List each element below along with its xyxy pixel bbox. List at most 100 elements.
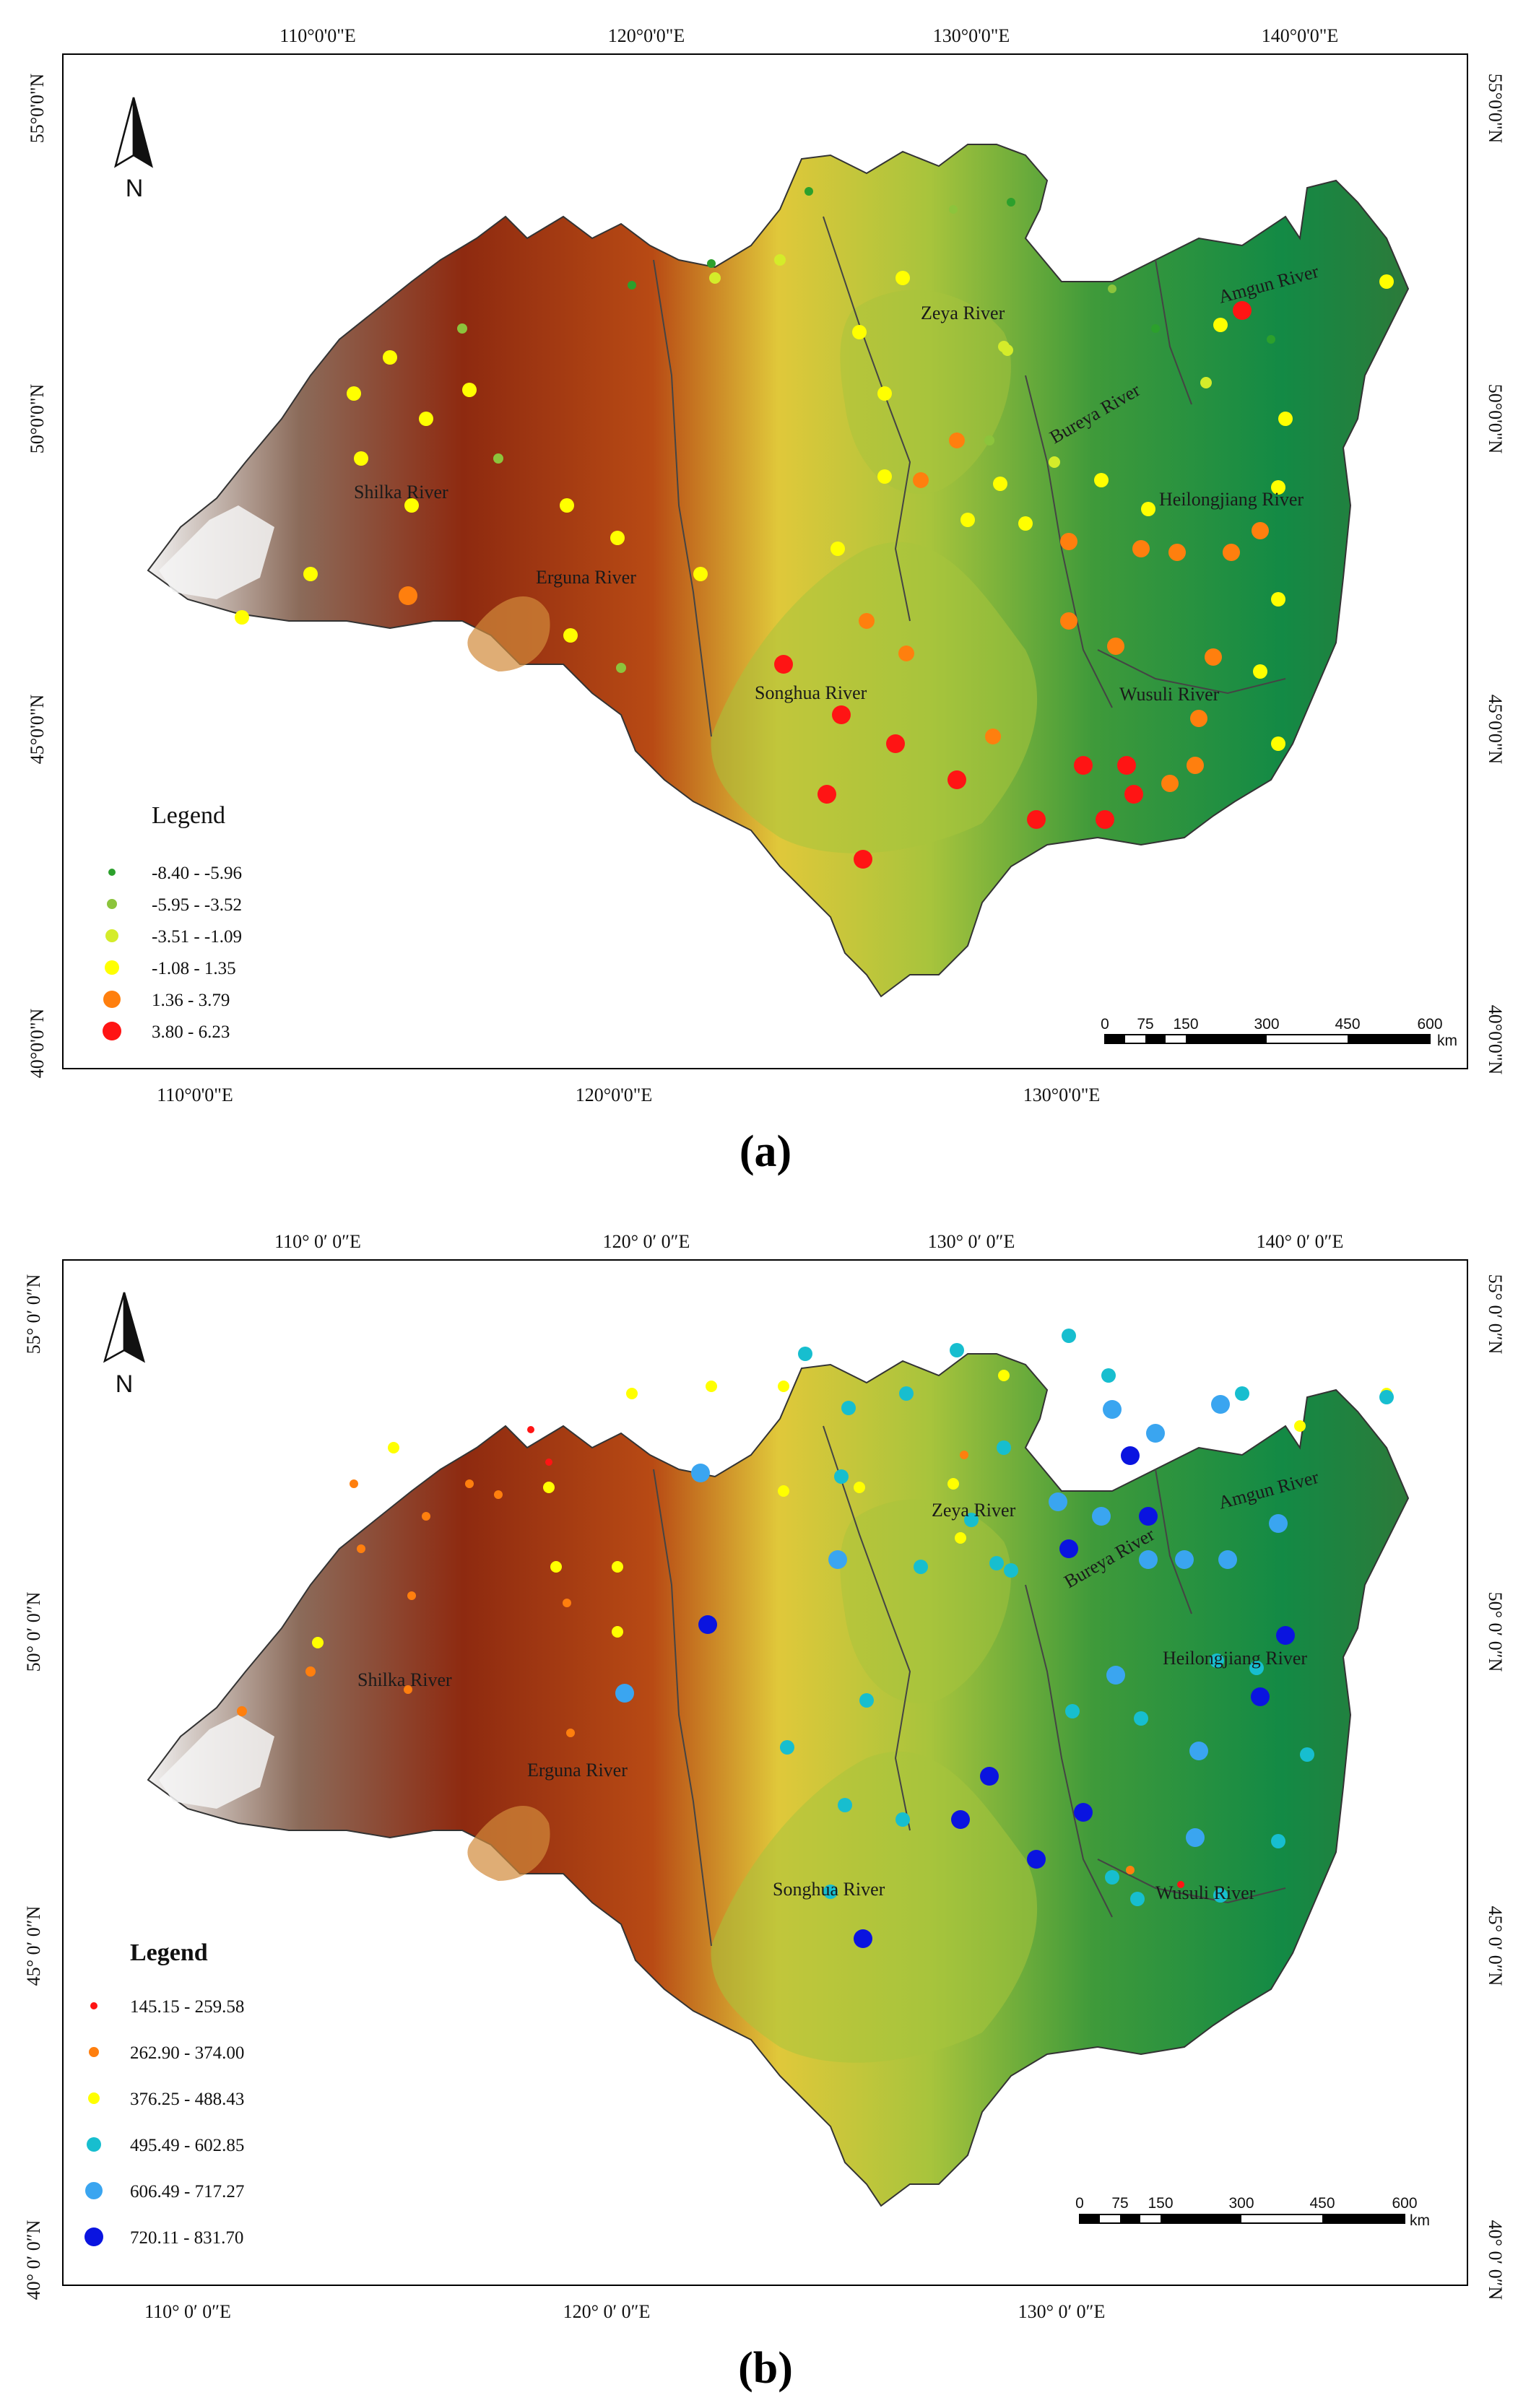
legend-title: Legend	[152, 802, 225, 829]
map-panel-a: 110°0'0"E 120°0'0"E 130°0'0"E 140°0'0"E …	[0, 0, 1531, 1126]
top-tick: 130°0'0"E	[933, 25, 1010, 46]
basin-terrain	[147, 144, 1410, 998]
river-label: Bureya River	[1061, 1524, 1158, 1592]
left-tick: 55° 0′ 0″N	[23, 1274, 44, 1354]
legend-swatch	[107, 899, 117, 909]
legend-title: Legend	[130, 1939, 208, 1966]
river-label: Wusuli River	[1119, 684, 1220, 705]
right-tick: 45° 0′ 0″N	[1485, 1906, 1506, 1986]
legend-swatch	[105, 960, 119, 975]
legend-swatch	[90, 2002, 97, 2009]
scale-label: 600	[1392, 2195, 1417, 2212]
top-tick: 120° 0′ 0″E	[603, 1231, 690, 1252]
legend-entry: -3.51 - -1.09	[152, 927, 242, 947]
left-tick: 50° 0′ 0″N	[23, 1591, 44, 1672]
legend-entry: 145.15 - 259.58	[130, 1997, 244, 2017]
legend-entry: 606.49 - 717.27	[130, 2182, 244, 2201]
scale-bar: 0 75 150 300 450 600 km	[1075, 2195, 1430, 2229]
legend-entry: 262.90 - 374.00	[130, 2043, 244, 2063]
river-label: Songhua River	[773, 1879, 885, 1900]
map-b-labels: 110° 0′ 0″E 120° 0′ 0″E 130° 0′ 0″E 140°…	[23, 1231, 1506, 2322]
scale-label: 300	[1254, 1016, 1279, 1033]
caption-b: (b)	[738, 2344, 793, 2393]
station-points	[237, 1329, 1394, 1948]
river-label: Bureya River	[1046, 379, 1144, 448]
basin-terrain	[147, 1353, 1410, 2207]
right-tick: 55°0'0"N	[1485, 74, 1506, 144]
legend-swatch	[103, 991, 121, 1008]
bottom-tick: 120°0'0"E	[576, 1085, 653, 1105]
legend-entry: 495.49 - 602.85	[130, 2136, 244, 2155]
right-tick: 45°0'0"N	[1485, 695, 1506, 765]
legend-swatch	[105, 929, 118, 942]
legend-entry: -1.08 - 1.35	[152, 959, 236, 978]
sub-basin-boundaries	[653, 1425, 1286, 1947]
left-tick: 55°0'0"N	[27, 74, 48, 144]
left-tick: 45°0'0"N	[27, 695, 48, 765]
left-tick: 50°0'0"N	[27, 384, 48, 454]
scale-label: 150	[1148, 2195, 1173, 2212]
river-label: Heilongjiang River	[1163, 1648, 1307, 1669]
top-tick: 140°0'0"E	[1262, 25, 1339, 46]
top-tick: 130° 0′ 0″E	[928, 1231, 1015, 1252]
legend-swatch	[87, 2137, 101, 2152]
river-label: Erguna River	[536, 567, 636, 588]
right-tick: 55° 0′ 0″N	[1485, 1274, 1506, 1355]
scale-unit: km	[1437, 1033, 1457, 1049]
legend-swatch	[103, 1022, 121, 1040]
river-label: Wusuli River	[1155, 1882, 1256, 1903]
scale-label: 150	[1173, 1016, 1198, 1033]
scale-label: 75	[1111, 2195, 1128, 2212]
legend-entry: 720.11 - 831.70	[130, 2228, 243, 2248]
legend-swatch	[108, 869, 116, 876]
scale-unit: km	[1410, 2212, 1430, 2229]
river-label: Zeya River	[921, 303, 1005, 323]
scale-label: 0	[1101, 1016, 1109, 1033]
left-tick: 40°0'0"N	[27, 1009, 48, 1079]
legend-entry: 3.80 - 6.23	[152, 1022, 230, 1042]
legend-entry: -8.40 - -5.96	[152, 864, 242, 883]
legend-entry: -5.95 - -3.52	[152, 895, 242, 915]
scale-label: 75	[1137, 1016, 1153, 1033]
station-points	[235, 187, 1394, 869]
scale-label: 300	[1228, 2195, 1254, 2212]
north-label: N	[126, 175, 144, 202]
scale-bar: 0 75 150 300 450 600 km	[1101, 1016, 1457, 1049]
map-panel-b: 110° 0′ 0″E 120° 0′ 0″E 130° 0′ 0″E 140°…	[0, 1213, 1531, 2339]
scale-label: 450	[1309, 2195, 1335, 2212]
legend-entry: 376.25 - 488.43	[130, 2090, 244, 2109]
north-label: N	[116, 1370, 134, 1398]
bottom-tick: 120° 0′ 0″E	[563, 2301, 651, 2322]
legend-swatch	[84, 2227, 103, 2246]
river-label: Amgun River	[1216, 1466, 1321, 1513]
scale-label: 450	[1335, 1016, 1360, 1033]
bottom-tick: 130° 0′ 0″E	[1018, 2301, 1106, 2322]
right-tick: 50°0'0"N	[1485, 384, 1506, 454]
left-tick: 40° 0′ 0″N	[23, 2220, 44, 2300]
left-tick: 45° 0′ 0″N	[23, 1905, 44, 1986]
bottom-tick: 130°0'0"E	[1023, 1085, 1101, 1105]
legend-swatch	[85, 2182, 103, 2199]
legend: Legend -8.40 - -5.96 -5.95 - -3.52 -3.51…	[103, 802, 242, 1042]
sub-basin-boundaries	[653, 216, 1286, 737]
right-tick: 50° 0′ 0″N	[1485, 1592, 1506, 1672]
top-tick: 110° 0′ 0″E	[274, 1231, 361, 1252]
legend-swatch	[89, 2047, 99, 2057]
map-a	[62, 53, 1468, 1069]
north-arrow-icon	[103, 1292, 146, 1363]
legend-swatch	[88, 2092, 100, 2104]
caption-a: (a)	[739, 1127, 792, 1176]
scale-label: 600	[1417, 1016, 1442, 1033]
top-tick: 120°0'0"E	[608, 25, 685, 46]
map-a-labels: 110°0'0"E 120°0'0"E 130°0'0"E 140°0'0"E …	[27, 25, 1506, 1105]
top-tick: 140° 0′ 0″E	[1257, 1231, 1344, 1252]
bottom-tick: 110° 0′ 0″E	[144, 2301, 231, 2322]
river-label: Heilongjiang River	[1159, 489, 1304, 510]
legend: Legend 145.15 - 259.58 262.90 - 374.00 3…	[84, 1939, 244, 2248]
legend-entry: 1.36 - 3.79	[152, 991, 230, 1010]
right-tick: 40°0'0"N	[1485, 1005, 1506, 1075]
right-tick: 40° 0′ 0″N	[1485, 2220, 1506, 2300]
river-label: Shilka River	[357, 1669, 452, 1690]
top-tick: 110°0'0"E	[279, 25, 356, 46]
river-label: Songhua River	[755, 682, 867, 703]
